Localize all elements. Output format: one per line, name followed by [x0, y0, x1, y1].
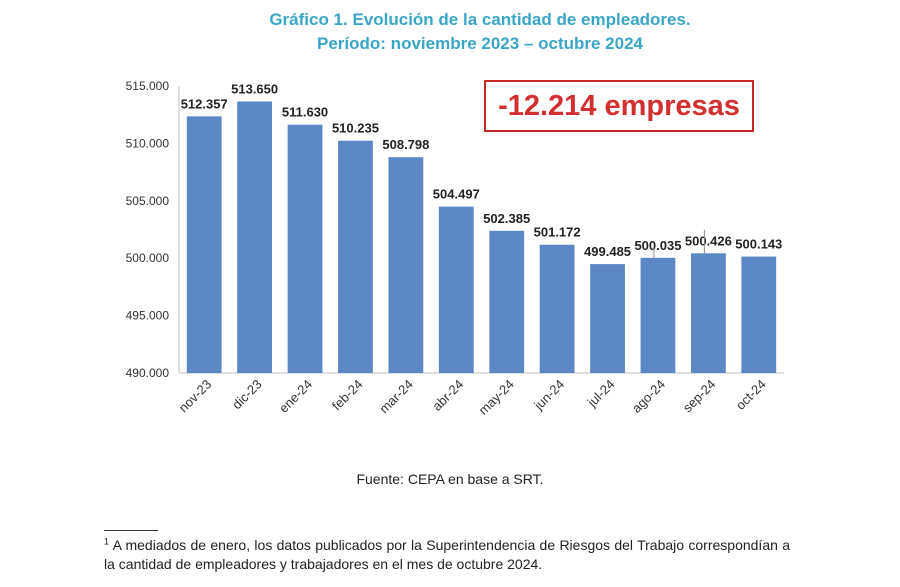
y-tick-label: 505.000 — [126, 194, 170, 208]
data-label: 512.357 — [181, 96, 228, 111]
bar — [489, 230, 525, 373]
category-label: mar-24 — [376, 377, 416, 417]
category-label: abr-24 — [429, 377, 466, 414]
y-tick-label: 515.000 — [126, 79, 170, 93]
bar-chart: 490.000 495.000 500.000 505.000 510.000 515.0… — [126, 79, 784, 418]
data-label: 500.143 — [735, 237, 782, 252]
y-tick-label: 500.000 — [126, 251, 170, 265]
category-label: ago-24 — [629, 377, 668, 416]
footnote-divider — [104, 530, 158, 531]
category-label: sep-24 — [680, 377, 719, 416]
bar — [640, 257, 676, 373]
category-label: jul-24 — [584, 377, 618, 411]
data-label: 499.485 — [584, 244, 631, 259]
data-label: 511.630 — [282, 105, 328, 120]
bar — [690, 253, 726, 373]
category-label: oct-24 — [733, 377, 769, 413]
chart-title: Gráfico 1. Evolución de la cantidad de e… — [0, 8, 900, 56]
data-label: 510.235 — [332, 121, 379, 136]
bar — [388, 157, 424, 373]
category-label: may-24 — [476, 377, 517, 418]
data-label: 508.798 — [382, 137, 429, 152]
category-label: jun-24 — [530, 377, 567, 414]
bar — [338, 140, 373, 373]
bar — [539, 244, 575, 373]
source-note: Fuente: CEPA en base a SRT. — [356, 471, 544, 487]
data-label: 504.497 — [433, 187, 480, 202]
y-tick-label: 490.000 — [126, 366, 170, 380]
data-label: 501.172 — [534, 225, 581, 240]
y-tick-label: 510.000 — [126, 136, 170, 150]
data-label: 500.426 — [685, 233, 732, 248]
bar — [590, 264, 625, 373]
data-label: 500.035 — [634, 238, 681, 253]
bar — [287, 124, 323, 374]
bar — [438, 206, 474, 373]
chart-title-line-2: Período: noviembre 2023 – octubre 2024 — [317, 34, 643, 53]
category-label: nov-23 — [176, 377, 215, 416]
category-label: ene-24 — [276, 377, 315, 416]
total-change-text: -12.214 empresas — [498, 89, 740, 122]
chart-title-line-1: Gráfico 1. Evolución de la cantidad de e… — [269, 10, 691, 29]
data-label: 513.650 — [231, 81, 278, 96]
data-label: 502.385 — [483, 211, 530, 226]
category-label: feb-24 — [329, 377, 366, 414]
bar — [741, 256, 777, 373]
y-tick-label: 495.000 — [126, 309, 170, 323]
bar — [237, 101, 273, 374]
bar — [186, 116, 222, 373]
footnote-marker: 1 — [104, 536, 110, 547]
total-change-callout: -12.214 empresas — [484, 80, 754, 132]
footnote-text: A mediados de enero, los datos publicado… — [104, 537, 790, 572]
category-label: dic-23 — [229, 377, 265, 413]
footnote: 1 A mediados de enero, los datos publica… — [104, 536, 790, 574]
